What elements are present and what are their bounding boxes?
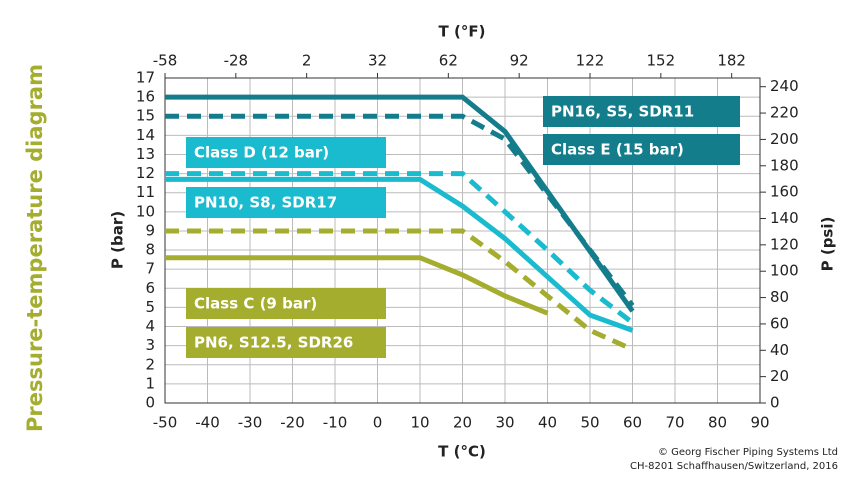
x-tick-label: -20: [280, 414, 305, 432]
x2-axis-label: T (°F): [439, 23, 486, 41]
y2-tick-label: 120: [770, 235, 799, 253]
x-tick-label: -10: [323, 414, 348, 432]
x-tick-label: -40: [195, 414, 220, 432]
x-tick-label: -30: [238, 414, 263, 432]
y-tick-label: 5: [145, 298, 155, 316]
x-tick-label: -50: [153, 414, 178, 432]
y2-tick-label: 200: [770, 130, 799, 148]
x2-tick-label: 122: [576, 52, 605, 70]
legend-label: Class C (9 bar): [194, 295, 317, 313]
y-axis-label: P (bar): [109, 211, 127, 269]
legend-box: Class E (15 bar): [543, 134, 740, 165]
y2-tick-label: 160: [770, 183, 799, 201]
y2-tick-label: 60: [770, 314, 789, 332]
chart-title: Pressure-temperature diagram: [23, 64, 47, 432]
x-tick-label: 30: [495, 414, 514, 432]
x2-tick-label: 62: [439, 52, 458, 70]
x2-tick-label: 182: [717, 52, 746, 70]
y-tick-label: 9: [145, 221, 155, 239]
series-line: [165, 113, 635, 308]
x-tick-label: 0: [373, 414, 383, 432]
x-tick-label: 70: [665, 414, 684, 432]
x2-tick-label: -58: [153, 52, 178, 70]
series-line: [165, 171, 635, 325]
y-tick-label: 15: [136, 107, 155, 125]
legend-box-bg: [543, 134, 740, 165]
x2-tick-label: 2: [302, 52, 312, 70]
series-line: [165, 176, 634, 333]
y-tick-label: 13: [136, 145, 155, 163]
x-tick-label: 60: [623, 414, 642, 432]
y-tick-label: 12: [136, 164, 155, 182]
y-tick-label: 6: [145, 279, 155, 297]
x2-tick-label: 32: [368, 52, 387, 70]
y-tick-label: 0: [145, 394, 155, 412]
series-line: [165, 255, 549, 316]
legend-box: Class C (9 bar): [186, 288, 386, 319]
legend-label: Class D (12 bar): [194, 144, 329, 162]
y2-tick-label: 240: [770, 77, 799, 95]
x2-tick-label: 152: [647, 52, 676, 70]
legend-box: PN6, S12.5, SDR26: [186, 327, 386, 358]
legend-box-bg: [186, 327, 386, 358]
y-tick-label: 4: [145, 317, 155, 335]
legend-label: Class E (15 bar): [551, 141, 684, 159]
y2-tick-label: 40: [770, 341, 789, 359]
x-tick-label: 10: [410, 414, 429, 432]
legend-box: Class D (12 bar): [186, 137, 386, 168]
y-tick-label: 10: [136, 202, 155, 220]
y-tick-label: 7: [145, 260, 155, 278]
x-axis-label: T (°C): [438, 443, 486, 461]
y2-tick-label: 80: [770, 288, 789, 306]
y-tick-label: 16: [136, 88, 155, 106]
y2-tick-label: 140: [770, 209, 799, 227]
y-tick-label: 8: [145, 241, 155, 259]
y2-tick-label: 0: [770, 394, 780, 412]
x-tick-label: 40: [538, 414, 557, 432]
legend-label: PN10, S8, SDR17: [194, 194, 337, 212]
y2-tick-label: 20: [770, 367, 789, 385]
legend-box-bg: [186, 288, 386, 319]
x2-tick-label: 92: [510, 52, 529, 70]
copyright: CH-8201 Schaffhausen/Switzerland, 2016: [630, 461, 838, 472]
y2-tick-label: 100: [770, 262, 799, 280]
y2-axis-label: P (psi): [819, 217, 837, 272]
y-tick-label: 1: [145, 374, 155, 392]
x-tick-label: 20: [453, 414, 472, 432]
legend-label: PN16, S5, SDR11: [551, 103, 694, 121]
x-tick-label: 50: [580, 414, 599, 432]
plot-frame: [164, 77, 761, 404]
y-tick-label: 11: [136, 183, 155, 201]
x-tick-label: 80: [708, 414, 727, 432]
y-tick-label: 3: [145, 336, 155, 354]
y-tick-label: 14: [136, 126, 155, 144]
legend-box-bg: [543, 96, 740, 127]
legend-box-bg: [186, 187, 386, 218]
y-tick-label: 17: [136, 69, 155, 87]
legend-box-bg: [186, 137, 386, 168]
legend-box: PN16, S5, SDR11: [543, 96, 740, 127]
x-tick-label: 90: [750, 414, 769, 432]
copyright: © Georg Fischer Piping Systems Ltd: [658, 447, 838, 458]
legend-box: PN10, S8, SDR17: [186, 187, 386, 218]
y-tick-label: 2: [145, 355, 155, 373]
x2-tick-label: -28: [224, 52, 249, 70]
legend-label: PN6, S12.5, SDR26: [194, 334, 353, 352]
y2-tick-label: 220: [770, 104, 799, 122]
series-line: [165, 228, 634, 352]
y2-tick-label: 180: [770, 156, 799, 174]
